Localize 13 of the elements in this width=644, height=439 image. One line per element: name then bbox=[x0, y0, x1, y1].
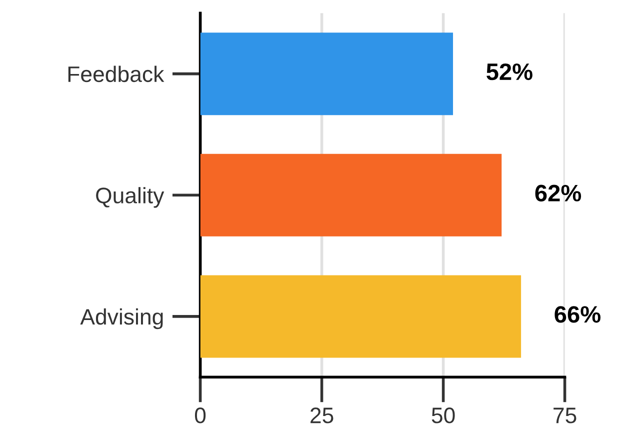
x-tick-label: 75 bbox=[554, 408, 576, 424]
data-label: 66% bbox=[554, 306, 600, 323]
x-tick-label: 50 bbox=[432, 408, 455, 424]
x-tick-label: 25 bbox=[310, 408, 334, 424]
y-tick-label: Feedback bbox=[68, 66, 164, 82]
data-label: 52% bbox=[486, 63, 532, 80]
bar bbox=[200, 154, 502, 236]
bar bbox=[200, 32, 454, 116]
x-tick-label: 0 bbox=[194, 408, 206, 424]
y-tick-label: Advising bbox=[80, 308, 163, 330]
bar bbox=[200, 275, 522, 358]
y-tick-label: Quality bbox=[96, 187, 164, 208]
data-label: 62% bbox=[535, 184, 582, 202]
